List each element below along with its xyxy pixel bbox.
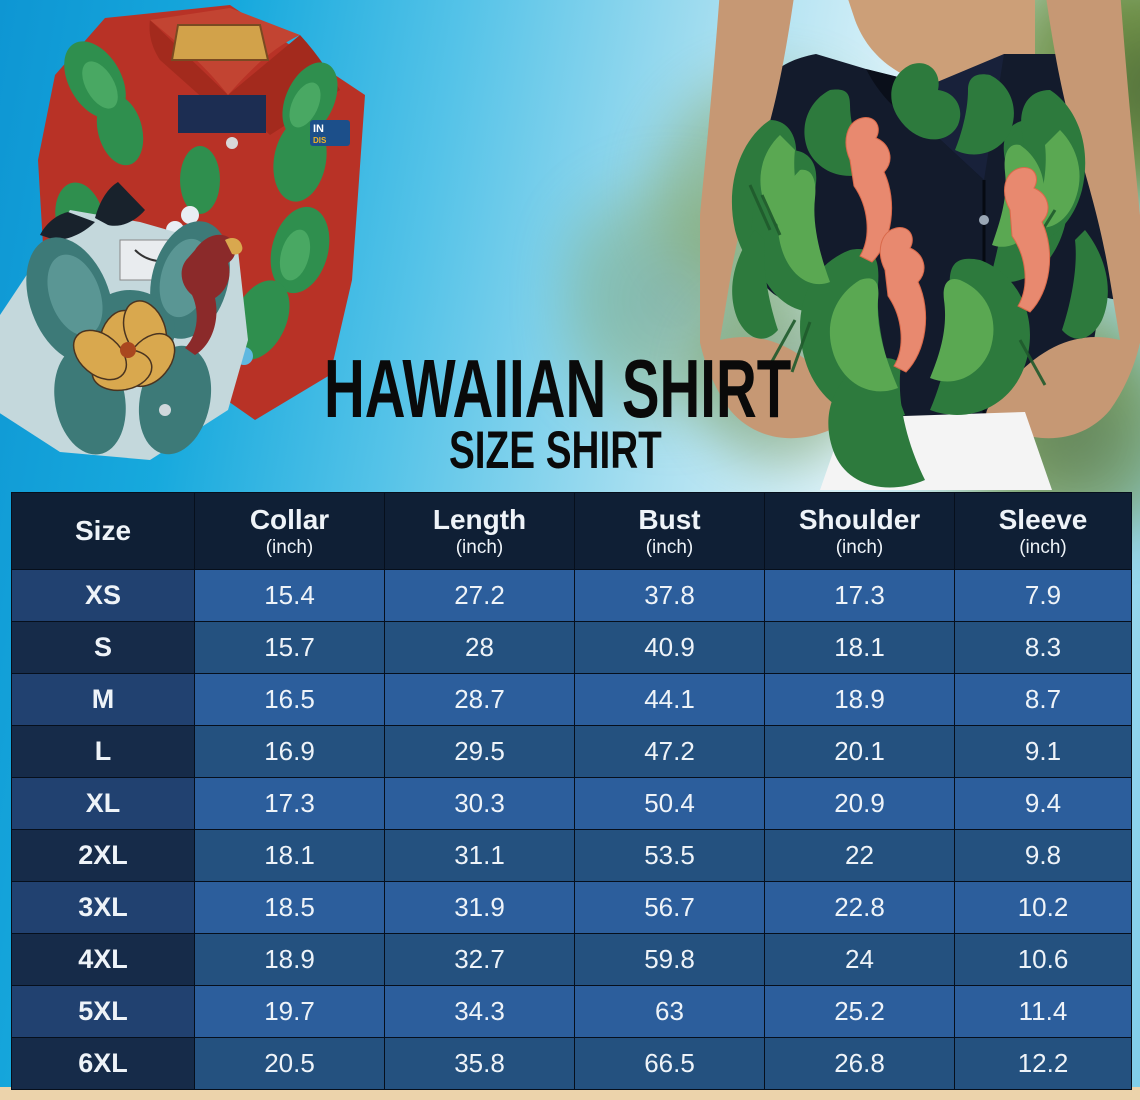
svg-text:IN: IN [313, 123, 324, 135]
svg-text:DIS: DIS [313, 136, 327, 145]
